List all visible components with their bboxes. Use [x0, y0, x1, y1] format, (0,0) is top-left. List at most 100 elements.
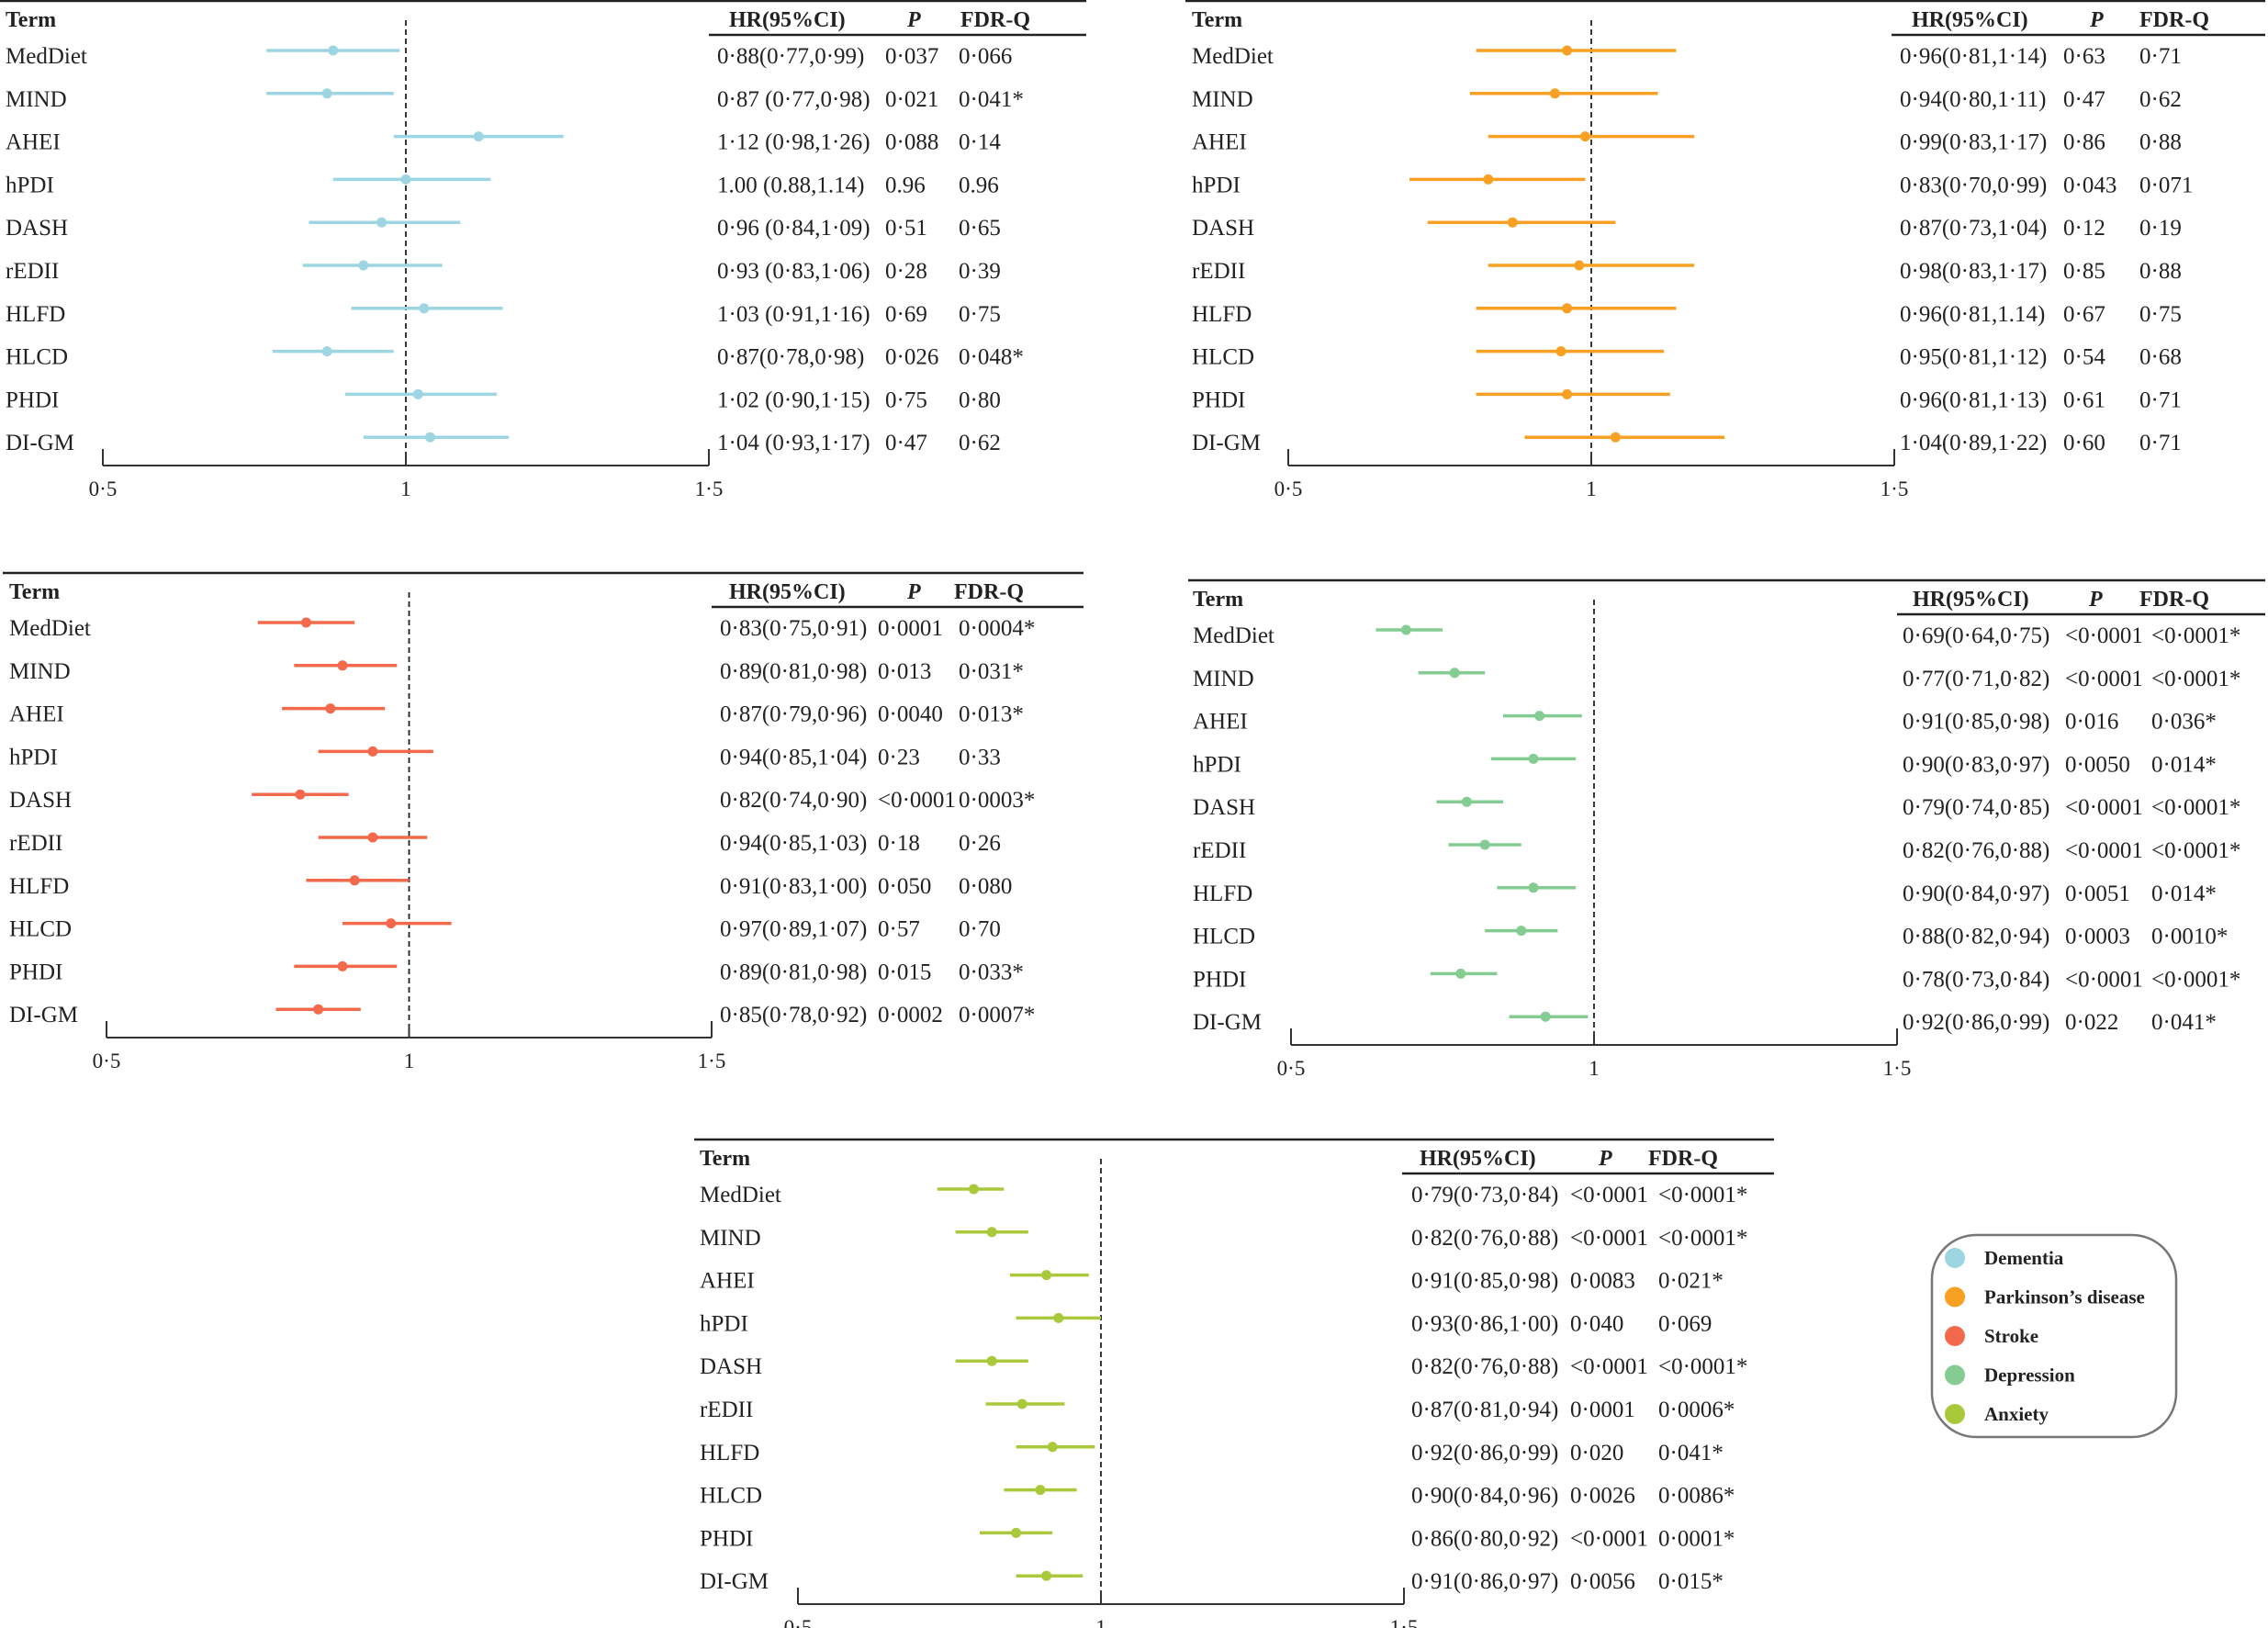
p-value: 0·67 [2063, 302, 2105, 327]
hr-point [1053, 1312, 1064, 1323]
p-value: 0·0056 [1570, 1569, 1635, 1594]
term-label: DI-GM [6, 431, 74, 455]
hr-point [419, 303, 430, 314]
forest-row: rEDII 0·93 (0·83,1·06) 0·28 0·39 [6, 259, 1001, 284]
hr-point [328, 45, 339, 56]
p-value: 0·050 [878, 874, 931, 899]
hr-point [1579, 131, 1590, 142]
forest-row: HLFD 0·91(0·83,1·00) 0·050 0·080 [9, 874, 1012, 899]
fdr-q-value: 0·041* [2151, 1010, 2217, 1035]
hr-point [1610, 432, 1621, 443]
term-label: MIND [1193, 667, 1254, 691]
x-tick-label: 0·5 [1274, 477, 1303, 500]
header-p: P [906, 8, 921, 32]
term-label: hPDI [1193, 752, 1241, 777]
p-value: 0·18 [878, 831, 920, 856]
term-label: HLFD [1192, 302, 1252, 327]
header-term: Term [9, 580, 60, 604]
p-value: 0·51 [885, 216, 927, 241]
forest-row: DASH 0·82(0·76,0·88) <0·0001 <0·0001* [700, 1354, 1747, 1379]
x-tick-label: 1 [1589, 1057, 1600, 1080]
hr-ci-text: 0·77(0·71,0·82) [1903, 667, 2049, 691]
forest-row: MedDiet 0·88(0·77,0·99) 0·037 0·066 [6, 44, 1012, 69]
p-value: 0·0003 [2065, 925, 2130, 949]
forest-row: MedDiet 0·79(0·73,0·84) <0·0001 <0·0001* [700, 1183, 1747, 1207]
fdr-q-value: 0·70 [959, 917, 1001, 942]
x-tick-label: 1·5 [695, 477, 724, 500]
forest-row: PHDI 0·96(0·81,1·13) 0·61 0·71 [1192, 387, 2182, 412]
term-label: PHDI [9, 960, 62, 984]
hr-point [1479, 839, 1490, 850]
header-fdr: FDR-Q [2139, 8, 2209, 32]
p-value: 0·088 [885, 130, 938, 155]
term-label: HLFD [1193, 881, 1252, 906]
hr-point [337, 960, 348, 971]
hr-point [325, 703, 336, 714]
fdr-q-value: 0·71 [2139, 387, 2182, 412]
forest-row: hPDI 0·90(0·83,0·97) 0·0050 0·014* [1193, 752, 2217, 777]
legend-swatch [1945, 1404, 1965, 1424]
hr-point [295, 789, 306, 800]
hr-ci-text: 0·87(0·79,0·96) [720, 702, 867, 727]
hr-point [1041, 1270, 1052, 1281]
hr-ci-text: 0·83(0·75,0·91) [720, 616, 867, 641]
term-label: DI-GM [700, 1569, 769, 1594]
hr-ci-text: 0·97(0·89,1·07) [720, 917, 867, 942]
hr-point [473, 131, 484, 142]
forest-row: HLCD 0·87(0·78,0·98) 0·026 0·048* [6, 345, 1024, 370]
term-label: rEDII [1192, 259, 1245, 284]
header-hr: HR(95%CI) [1912, 8, 2028, 32]
forest-row: MIND 0·82(0·76,0·88) <0·0001 <0·0001* [700, 1226, 1747, 1251]
p-value: <0·0001 [1570, 1526, 1648, 1551]
hr-point [1562, 388, 1573, 399]
x-tick-label: 1·5 [1390, 1616, 1419, 1628]
forest-row: HLCD 0·95(0·81,1·12) 0·54 0·68 [1192, 345, 2182, 370]
fdr-q-value: 0·88 [2139, 130, 2182, 155]
hr-ci-text: 0·82(0·76,0·88) [1411, 1226, 1558, 1251]
term-label: PHDI [1192, 387, 1245, 412]
fdr-q-value: 0·62 [2139, 87, 2182, 112]
p-value: 0·022 [2065, 1010, 2118, 1035]
term-label: HLFD [700, 1441, 759, 1465]
hr-ci-text: 1·04(0·89,1·22) [1900, 431, 2047, 455]
fdr-q-value: 0·0006* [1658, 1398, 1735, 1422]
term-label: hPDI [6, 173, 54, 197]
hr-ci-text: 0·91(0·85,0·98) [1411, 1269, 1558, 1294]
p-value: <0·0001 [2065, 667, 2143, 691]
forest-row: PHDI 0·89(0·81,0·98) 0·015 0·033* [9, 960, 1024, 984]
fdr-q-value: 0·19 [2139, 216, 2182, 241]
p-value: 0·63 [2063, 44, 2105, 69]
hr-point [1461, 796, 1472, 807]
fdr-q-value: 0·013* [959, 702, 1024, 727]
hr-point [412, 388, 423, 399]
term-label: DI-GM [9, 1003, 78, 1027]
fdr-q-value: <0·0001* [2151, 667, 2240, 691]
p-value: 0·016 [2065, 710, 2118, 735]
term-label: MedDiet [6, 44, 87, 69]
hr-ci-text: 0·86(0·80,0·92) [1411, 1526, 1558, 1551]
x-tick-label: 1·5 [698, 1050, 726, 1072]
term-label: hPDI [700, 1311, 748, 1336]
header-fdr: FDR-Q [960, 8, 1030, 32]
fdr-q-value: <0·0001* [2151, 967, 2240, 992]
term-label: PHDI [1193, 967, 1246, 992]
hr-ci-text: 0·79(0·73,0·84) [1411, 1183, 1558, 1207]
term-label: DI-GM [1193, 1010, 1262, 1035]
hr-point [1016, 1398, 1027, 1409]
fdr-q-value: 0·080 [959, 874, 1012, 899]
term-label: DASH [1192, 216, 1254, 241]
hr-ci-text: 0·99(0·83,1·17) [1900, 130, 2047, 155]
fdr-q-value: <0·0001* [2151, 838, 2240, 863]
term-label: MIND [1192, 87, 1253, 112]
header-fdr: FDR-Q [2139, 588, 2209, 612]
legend-label: Anxiety [1984, 1403, 2049, 1425]
hr-point [1528, 882, 1539, 893]
forest-row: PHDI 0·78(0·73,0·84) <0·0001 <0·0001* [1193, 967, 2240, 992]
p-value: 0·013 [878, 659, 931, 684]
term-label: PHDI [6, 387, 59, 412]
hr-point [1483, 174, 1494, 185]
fdr-q-value: 0·041* [959, 87, 1024, 112]
hr-ci-text: 0·69(0·64,0·75) [1903, 623, 2049, 648]
hr-ci-text: 0·87 (0·77,0·98) [717, 87, 870, 112]
p-value: <0·0001 [878, 788, 956, 813]
